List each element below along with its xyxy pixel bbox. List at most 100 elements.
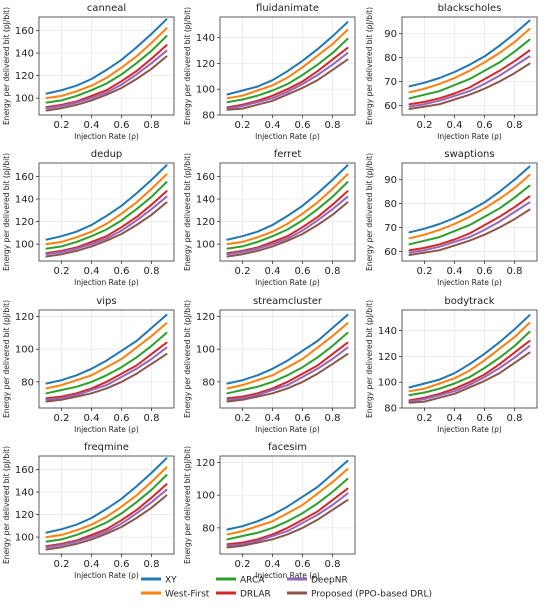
axes-frame	[219, 16, 356, 116]
series-line-west-first	[408, 174, 531, 240]
y-tick-label: 80	[21, 377, 34, 388]
subplot-title: facesim	[268, 442, 307, 453]
x-tick-label: 0.8	[507, 120, 523, 131]
series-line-arca	[408, 184, 531, 246]
x-tick-label: 0.2	[54, 266, 70, 277]
series-line-arca	[226, 37, 349, 104]
x-tick-label: 0.2	[235, 266, 251, 277]
x-tick-label: 0.8	[325, 413, 341, 424]
x-axis-label: Injection Rate (ρ)	[437, 278, 502, 287]
x-tick-label: 0.6	[114, 266, 130, 277]
subplot-swaptions: 0.2 0.4 0.6 0.8 60 70 80 90 swaptions Injection R…	[365, 149, 538, 287]
series-line-drlar	[45, 190, 168, 255]
subplot-title: fluidanimate	[256, 3, 319, 14]
legend-label: XY	[165, 576, 177, 586]
x-tick-label: 0.8	[144, 120, 160, 131]
y-tick-label: 70	[384, 223, 397, 234]
x-tick-label: 0.8	[144, 266, 160, 277]
y-axis-label: Energy per delivered bit (pJ/bit)	[183, 153, 192, 271]
x-tick-label: 0.4	[265, 120, 281, 131]
x-tick-label: 0.6	[295, 559, 311, 570]
x-tick-label: 0.6	[295, 266, 311, 277]
legend-item: ARCA	[216, 576, 265, 586]
y-tick-label: 80	[202, 377, 215, 388]
y-tick-label: 140	[15, 488, 34, 499]
y-tick-label: 100	[196, 85, 215, 96]
y-tick-label: 80	[384, 404, 397, 415]
series-line-deepnr	[226, 52, 349, 110]
x-axis-label: Injection Rate (ρ)	[437, 132, 502, 141]
subplot-title: ferret	[274, 149, 302, 160]
series-line-arca	[408, 330, 531, 397]
y-tick-label: 100	[196, 491, 215, 502]
x-axis-label: Injection Rate (ρ)	[437, 425, 502, 434]
series-line-proposed-ppo-based-drl	[408, 62, 531, 110]
series-line-drlar	[408, 195, 531, 252]
x-axis-label: Injection Rate (ρ)	[74, 278, 139, 287]
axes-frame	[38, 16, 175, 116]
x-tick-label: 0.8	[507, 266, 523, 277]
series-line-deepnr	[45, 195, 168, 256]
series-line-xy	[226, 313, 349, 385]
x-tick-label: 0.4	[84, 266, 100, 277]
y-tick-label: 120	[196, 312, 215, 323]
subplot-fluidanimate: 0.2 0.4 0.6 0.8 80 100 120 140 fluidanimate Injec…	[183, 3, 356, 141]
y-tick-label: 140	[15, 49, 34, 60]
series-line-west-first	[45, 27, 168, 100]
legend-item: Proposed (PPO-based DRL)	[287, 590, 432, 600]
y-axis-label: Energy per delivered bit (pJ/bit)	[183, 446, 192, 564]
y-axis-label: Energy per delivered bit (pJ/bit)	[365, 153, 374, 271]
subplot-blackscholes: 0.2 0.4 0.6 0.8 60 70 80 90 blackscholes Injectio…	[365, 3, 538, 141]
subplot-ferret: 0.2 0.4 0.6 0.8 100 120 140 160 ferret Injection …	[183, 149, 356, 287]
x-tick-label: 0.4	[447, 413, 463, 424]
series-line-drlar	[408, 339, 531, 402]
x-tick-label: 0.4	[447, 120, 463, 131]
legend-label: West-First	[165, 590, 210, 600]
x-tick-label: 0.2	[417, 266, 433, 277]
y-tick-label: 140	[378, 326, 397, 337]
series-line-xy	[408, 314, 531, 389]
legend-item: XY	[141, 576, 177, 586]
series-line-arca	[226, 477, 349, 541]
y-tick-label: 60	[384, 247, 397, 258]
legend-label: DeepNR	[311, 576, 348, 586]
series-line-deepnr	[45, 49, 168, 110]
y-axis-label: Energy per delivered bit (pJ/bit)	[2, 153, 11, 271]
x-tick-label: 0.8	[325, 266, 341, 277]
x-tick-label: 0.8	[325, 559, 341, 570]
y-tick-label: 120	[196, 59, 215, 70]
series-line-west-first	[408, 28, 531, 94]
x-tick-label: 0.6	[477, 413, 493, 424]
x-axis-label: Injection Rate (ρ)	[74, 425, 139, 434]
axes-frame	[38, 309, 175, 409]
x-tick-label: 0.2	[235, 120, 251, 131]
series-line-arca	[45, 35, 168, 104]
series-line-proposed-ppo-based-drl	[408, 208, 531, 256]
series-line-drlar	[45, 483, 168, 548]
x-tick-label: 0.6	[295, 413, 311, 424]
series-line-xy	[226, 459, 349, 531]
series-line-drlar	[45, 44, 168, 109]
y-axis-label: Energy per delivered bit (pJ/bit)	[365, 7, 374, 125]
y-tick-label: 100	[196, 240, 215, 251]
y-tick-label: 70	[384, 77, 397, 88]
y-axis-label: Energy per delivered bit (pJ/bit)	[2, 300, 11, 418]
axes-frame	[38, 455, 175, 555]
axes-frame	[219, 455, 356, 555]
y-tick-label: 80	[202, 523, 215, 534]
y-axis-label: Energy per delivered bit (pJ/bit)	[183, 7, 192, 125]
y-tick-label: 120	[196, 458, 215, 469]
y-tick-label: 80	[202, 111, 215, 122]
series-line-west-first	[45, 322, 168, 390]
series-line-proposed-ppo-based-drl	[408, 351, 531, 404]
y-tick-label: 100	[15, 345, 34, 356]
series-line-arca	[45, 474, 168, 543]
series-line-west-first	[226, 28, 349, 100]
series-line-arca	[45, 181, 168, 250]
legend-label: Proposed (PPO-based DRL)	[311, 590, 432, 600]
axes-frame	[401, 162, 538, 262]
axes-frame	[401, 16, 538, 116]
series-line-west-first	[226, 468, 349, 536]
y-tick-label: 100	[378, 378, 397, 389]
y-tick-label: 90	[384, 175, 397, 186]
